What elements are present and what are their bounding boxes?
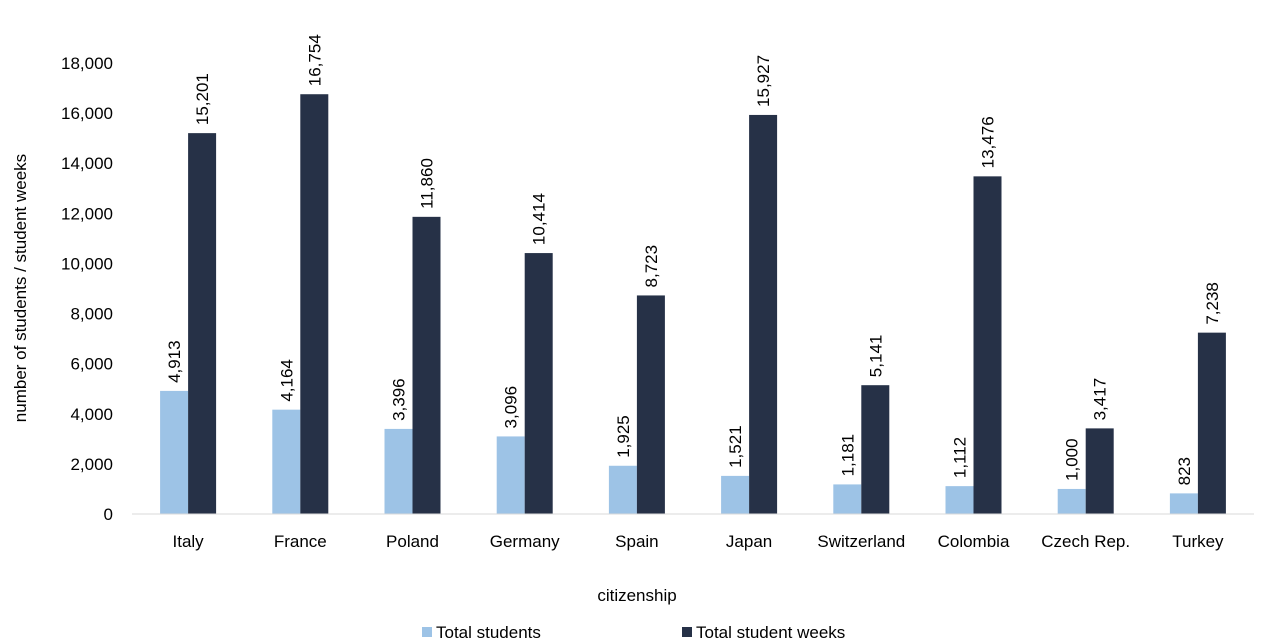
bar-total-student-weeks xyxy=(861,385,890,514)
bar-total-students xyxy=(272,409,301,514)
bar-total-student-weeks xyxy=(300,94,329,514)
legend-label: Total students xyxy=(436,623,541,642)
bar-total-student-weeks xyxy=(973,176,1002,515)
legend-swatch xyxy=(422,627,432,637)
data-label: 10,414 xyxy=(530,193,549,245)
y-tick-label: 8,000 xyxy=(70,305,113,324)
y-tick-label: 4,000 xyxy=(70,405,113,424)
x-tick-label: Japan xyxy=(726,532,772,551)
y-tick-label: 10,000 xyxy=(61,254,113,273)
bar-total-students xyxy=(1169,493,1198,514)
x-tick-label: Spain xyxy=(615,532,658,551)
y-axis: 0 2,000 4,000 6,000 8,000 10,000 12,000 14,000 1… xyxy=(61,54,113,524)
bar-total-students xyxy=(496,436,525,514)
bar-total-students xyxy=(833,484,862,514)
bar-total-student-weeks xyxy=(749,114,778,514)
y-tick-label: 18,000 xyxy=(61,54,113,73)
y-tick-label: 0 xyxy=(104,505,113,524)
bar-total-students xyxy=(721,475,750,514)
bar-total-student-weeks xyxy=(636,295,665,514)
y-tick-label: 12,000 xyxy=(61,204,113,223)
data-label: 3,396 xyxy=(390,378,409,421)
bar-total-student-weeks xyxy=(412,216,441,514)
bar-total-student-weeks xyxy=(188,133,217,514)
data-label: 3,417 xyxy=(1091,378,1110,421)
x-tick-label: Turkey xyxy=(1172,532,1224,551)
y-tick-label: 14,000 xyxy=(61,154,113,173)
data-label: 7,238 xyxy=(1203,282,1222,325)
data-label: 4,913 xyxy=(165,340,184,383)
bar-total-students xyxy=(945,486,974,514)
data-label: 1,925 xyxy=(614,415,633,458)
data-label: 1,521 xyxy=(726,425,745,468)
data-label: 16,754 xyxy=(305,34,324,86)
data-label: 15,201 xyxy=(193,73,212,125)
bar-total-students xyxy=(608,465,637,514)
legend-swatch xyxy=(682,627,692,637)
x-tick-label: France xyxy=(274,532,327,551)
x-tick-label: Italy xyxy=(173,532,205,551)
data-labels: 4,913 15,201 4,164 16,754 3,396 11,860 3,096 10… xyxy=(165,34,1222,485)
bars xyxy=(160,94,1226,515)
data-label: 5,141 xyxy=(866,335,885,378)
data-label: 3,096 xyxy=(502,386,521,429)
bar-total-students xyxy=(1057,488,1086,514)
x-tick-label: Colombia xyxy=(938,532,1010,551)
y-axis-title: number of students / student weeks xyxy=(11,154,30,422)
data-label: 15,927 xyxy=(754,55,773,107)
x-tick-label: Germany xyxy=(490,532,560,551)
data-label: 11,860 xyxy=(418,158,437,209)
data-label: 1,000 xyxy=(1063,438,1082,481)
bar-total-students xyxy=(384,428,413,514)
data-label: 8,723 xyxy=(642,245,661,288)
y-tick-label: 16,000 xyxy=(61,104,113,123)
bar-total-students xyxy=(160,390,189,514)
y-tick-label: 2,000 xyxy=(70,455,113,474)
x-tick-label: Czech Rep. xyxy=(1041,532,1130,551)
x-axis-title: citizenship xyxy=(597,586,676,605)
bar-total-student-weeks xyxy=(1085,428,1114,514)
legend-label: Total student weeks xyxy=(696,623,845,642)
data-label: 13,476 xyxy=(979,116,998,168)
y-tick-label: 6,000 xyxy=(70,355,113,374)
data-label: 823 xyxy=(1175,457,1194,485)
data-label: 4,164 xyxy=(277,359,296,402)
bar-total-student-weeks xyxy=(524,253,553,514)
legend: Total students Total student weeks xyxy=(422,623,845,642)
x-tick-label: Poland xyxy=(386,532,439,551)
data-label: 1,181 xyxy=(838,434,857,477)
x-tick-label: Switzerland xyxy=(817,532,905,551)
bar-total-student-weeks xyxy=(1197,332,1226,514)
x-axis: Italy France Poland Germany Spain Japan Switze… xyxy=(132,513,1254,551)
data-label: 1,112 xyxy=(951,437,970,478)
